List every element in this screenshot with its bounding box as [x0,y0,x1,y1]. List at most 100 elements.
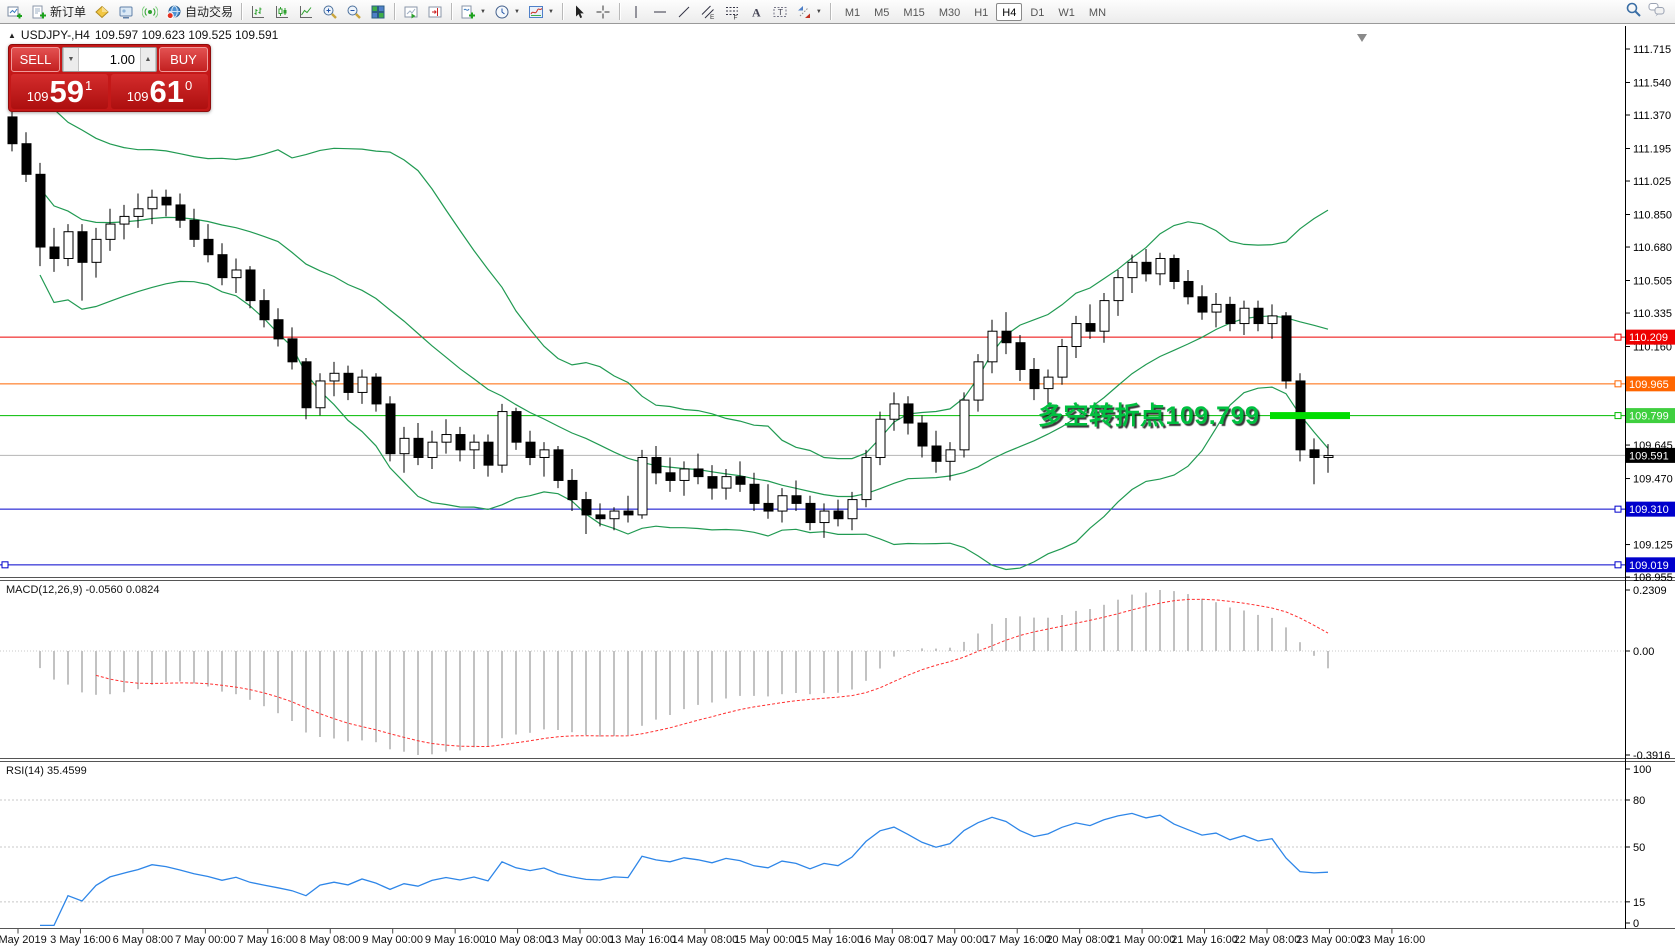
candle [259,300,270,321]
label-button[interactable]: T [768,2,792,22]
chart-shift-button[interactable] [423,2,447,22]
candle [735,476,746,485]
timeframe-H1[interactable]: H1 [968,3,994,21]
hline-handle[interactable] [1,561,9,569]
hline-handle[interactable] [1614,561,1622,569]
tile-windows-icon [370,4,386,20]
indicators-button[interactable]: ▼ [456,2,490,22]
periods-button[interactable]: ▼ [490,2,524,22]
gold-button[interactable] [90,2,114,22]
candle [133,208,144,217]
hline-handle[interactable] [1614,333,1622,341]
volume-input[interactable] [79,48,140,71]
candle [175,204,186,221]
time-label: 14 May 08:00 [672,934,739,946]
vertical-line-button[interactable] [624,2,648,22]
time-label: 20 May 08:00 [1046,934,1113,946]
timeframe-MN[interactable]: MN [1083,3,1112,21]
candle [1281,315,1292,382]
volume-decrease-button[interactable]: ▼ [63,48,79,71]
candle [637,456,648,516]
bar-chart-button[interactable] [246,2,270,22]
svg-text:F: F [733,14,737,20]
candlestick-chart-button[interactable] [270,2,294,22]
svg-text:A: A [752,5,761,19]
timeframe-M15[interactable]: M15 [897,3,930,21]
chart-title: ▲ USDJPY-,H4 109.597 109.623 109.525 109… [8,28,278,42]
timeframe-M1[interactable]: M1 [839,3,866,21]
time-label: 9 May 16:00 [425,934,486,946]
text-button[interactable]: A [744,2,768,22]
buy-price-display[interactable]: 109 61 0 [111,74,208,109]
price-level-value: 109.591 [1629,450,1669,462]
zoom-in-button[interactable] [318,2,342,22]
new-chart-button[interactable] [3,2,27,22]
candle [273,319,284,340]
timeframe-D1[interactable]: D1 [1024,3,1050,21]
chat-icon[interactable] [1648,1,1668,22]
price-axis[interactable]: 111.715 111.540 111.370 111.195 111.025 110.8… [1625,26,1675,929]
panel-toggle-icon[interactable]: ▲ [8,30,16,40]
candle [847,499,858,520]
line-chart-icon [298,4,314,20]
timeframe-M30[interactable]: M30 [933,3,966,21]
tile-windows-button[interactable] [366,2,390,22]
signals-button[interactable] [138,2,162,22]
toolbar-separator [829,3,831,20]
fibonacci-button[interactable]: F [720,2,744,22]
horizontal-line-button[interactable] [648,2,672,22]
candle [217,254,228,279]
trade-panel-prices: 109 59 1 109 61 0 [11,74,208,109]
candle [329,372,340,382]
buy-button[interactable]: BUY [159,47,208,72]
periods-icon [494,4,510,20]
trendline-button[interactable] [672,2,696,22]
time-label: 17 May 16:00 [984,934,1051,946]
hline-handle[interactable] [1614,380,1622,388]
templates-button[interactable]: ▼ [524,2,558,22]
gold-icon [94,4,110,20]
vertical-line-icon [628,4,644,20]
candle [1323,455,1334,458]
candle [777,495,788,512]
toolbar-right-group [1625,1,1672,23]
crosshair-button[interactable] [591,2,615,22]
timeframe-H4[interactable]: H4 [996,2,1023,21]
candle [413,437,424,458]
candle [483,441,494,466]
candle [1211,303,1222,313]
auto-scroll-button[interactable] [399,2,423,22]
sell-price-display[interactable]: 109 59 1 [11,74,108,109]
time-label: 23 May 16:00 [1359,934,1426,946]
search-icon[interactable] [1625,1,1642,23]
equidistant-channel-button[interactable]: E [696,2,720,22]
rsi-line [40,812,1329,927]
rsi-axis-label: 15 [1633,897,1645,909]
new-order-button[interactable]: 新订单 [27,2,90,22]
bb-middle [39,188,1329,498]
hline-handle[interactable] [1614,412,1622,420]
candle [1267,315,1278,325]
volume-increase-button[interactable]: ▲ [140,48,156,71]
cursor-button[interactable] [567,2,591,22]
zoom-out-icon [346,4,362,20]
candle [35,173,46,248]
sell-button[interactable]: SELL [11,47,60,72]
hline-handle[interactable] [1614,505,1622,513]
line-chart-button[interactable] [294,2,318,22]
candle [721,476,732,489]
shapes-button[interactable]: ▼ [792,2,826,22]
candle [511,411,522,443]
time-label: 22 May 08:00 [1234,934,1301,946]
timeframe-W1[interactable]: W1 [1052,3,1081,21]
autotrade-button[interactable]: 自动交易 [162,2,237,22]
candle [455,434,466,451]
highlight-segment[interactable] [1270,412,1350,420]
zoom-out-button[interactable] [342,2,366,22]
client-terminal-button[interactable] [114,2,138,22]
toolbar-separator [561,3,563,20]
timeframe-M5[interactable]: M5 [868,3,895,21]
annotation-text[interactable]: 多空转折点109.799 [1038,402,1260,430]
